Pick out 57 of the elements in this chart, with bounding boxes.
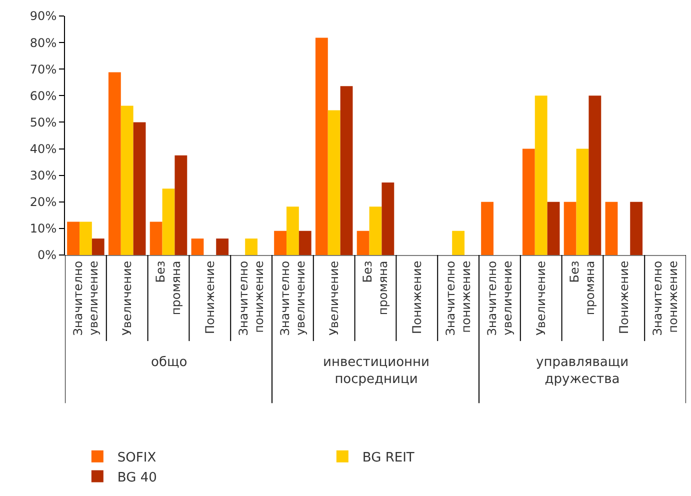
x-tick-label: Понижение bbox=[410, 260, 424, 334]
bar bbox=[356, 230, 370, 255]
bar bbox=[534, 96, 548, 255]
bar bbox=[191, 238, 204, 255]
bar bbox=[576, 148, 589, 255]
text: общо bbox=[151, 355, 188, 370]
text: инвестиционни посредници bbox=[323, 355, 430, 387]
y-tick-label: 80% bbox=[30, 36, 57, 50]
x-tick-label: Увеличение bbox=[534, 260, 548, 336]
y-tick-label: 0% bbox=[38, 248, 57, 262]
bar bbox=[120, 106, 134, 255]
bar bbox=[216, 238, 229, 255]
x-tick-label: Значително увеличение bbox=[70, 260, 100, 336]
bar bbox=[133, 122, 146, 255]
bar bbox=[67, 222, 80, 255]
legend-label: BG REIT bbox=[362, 450, 414, 466]
y-tick-label: 60% bbox=[30, 88, 57, 103]
bar bbox=[340, 86, 353, 255]
y-tick-label: 40% bbox=[30, 142, 57, 156]
legend-label: SOFIX bbox=[117, 450, 156, 466]
bar bbox=[315, 38, 328, 255]
bar bbox=[174, 155, 188, 255]
bar bbox=[79, 222, 92, 255]
bar bbox=[522, 148, 535, 255]
y-tick-label: 50% bbox=[30, 115, 57, 130]
bar bbox=[298, 230, 312, 255]
bar bbox=[605, 202, 618, 255]
x-tick-label: Увеличение bbox=[120, 260, 134, 336]
y-tick-label: 90% bbox=[30, 9, 57, 24]
x-tick-label: Без промяна bbox=[568, 260, 598, 316]
y-tick-label: 70% bbox=[30, 62, 57, 76]
x-tick-label: Увеличение bbox=[327, 260, 341, 336]
bar bbox=[328, 110, 340, 255]
bar bbox=[630, 202, 643, 255]
x-tick-label: Понижение bbox=[202, 260, 217, 334]
y-tick-label: 30% bbox=[30, 168, 57, 183]
bar bbox=[150, 222, 162, 255]
bar bbox=[452, 230, 465, 255]
bar bbox=[547, 202, 560, 255]
legend-label: BG 40 bbox=[117, 470, 157, 486]
bar bbox=[382, 182, 394, 255]
y-tick-label: 10% bbox=[30, 222, 57, 236]
bar bbox=[481, 202, 494, 255]
bar bbox=[245, 238, 258, 255]
bar bbox=[92, 238, 104, 255]
bar bbox=[108, 72, 121, 255]
x-tick-label: Без промяна bbox=[154, 260, 184, 316]
bar bbox=[564, 202, 576, 255]
bar bbox=[369, 206, 382, 255]
x-tick-label: Без промяна bbox=[360, 260, 390, 316]
bar bbox=[274, 230, 286, 255]
text: управляващи дружества bbox=[536, 355, 629, 387]
x-tick-label: Понижение bbox=[616, 260, 631, 334]
bar bbox=[162, 188, 175, 255]
y-tick-label: 20% bbox=[30, 195, 57, 210]
bar bbox=[286, 206, 299, 255]
bar bbox=[588, 96, 602, 255]
